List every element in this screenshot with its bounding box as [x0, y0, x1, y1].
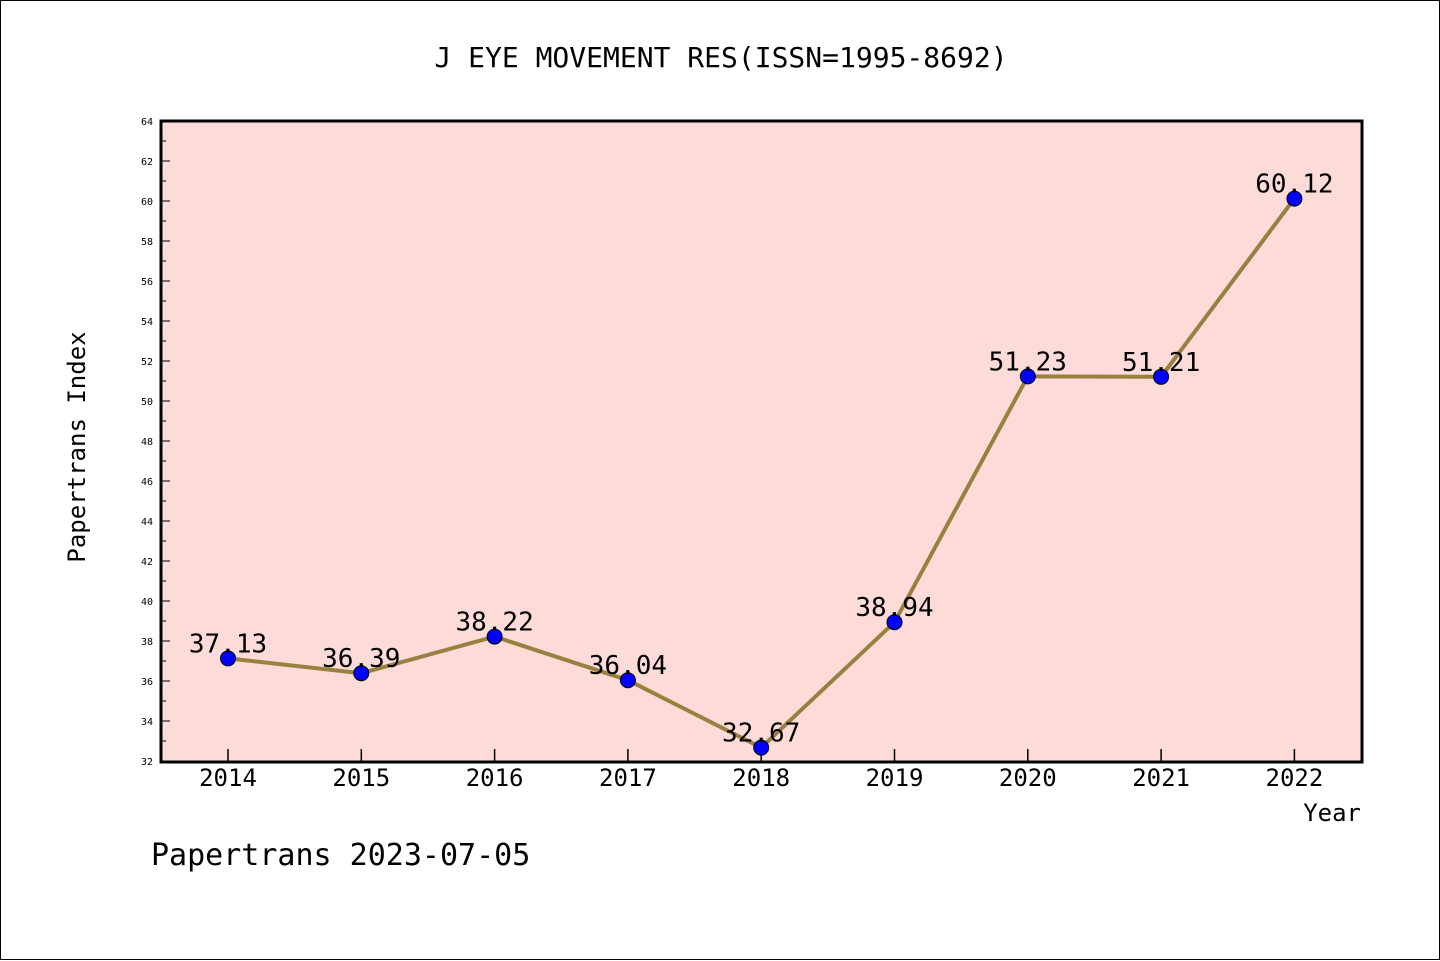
- data-point: [619, 672, 636, 689]
- x-tick-label: 2020: [999, 764, 1057, 792]
- y-tick-label: 58: [141, 237, 153, 248]
- data-point: [753, 739, 770, 756]
- y-tick-label: 62: [141, 157, 153, 168]
- data-label: 38.94: [855, 593, 933, 623]
- x-tick-label: 2022: [1266, 764, 1324, 792]
- x-axis-ticks: 2014 2015 2016 2017 2018 2019 2020 2021 2022: [199, 749, 1323, 792]
- y-tick-label: 40: [141, 597, 153, 608]
- data-point: [1019, 368, 1036, 385]
- data-label: 36.39: [322, 644, 400, 674]
- data-label: 32.67: [722, 719, 800, 749]
- y-tick-label: 34: [141, 717, 153, 728]
- x-tick-label: 2018: [732, 764, 790, 792]
- x-axis-title: Year: [1303, 799, 1361, 827]
- y-tick-label: 52: [141, 357, 153, 368]
- x-tick-label: 2014: [199, 764, 257, 792]
- x-tick-label: 2016: [466, 764, 524, 792]
- data-point: [353, 665, 370, 682]
- y-tick-label: 44: [141, 517, 153, 528]
- data-label: 36.04: [589, 651, 667, 681]
- data-point: [886, 614, 903, 631]
- y-tick-label: 46: [141, 477, 153, 488]
- y-tick-label: 50: [141, 397, 153, 408]
- data-label: 38.22: [455, 608, 533, 638]
- data-point: [1286, 190, 1303, 207]
- footer-text: Papertrans 2023-07-05: [151, 838, 530, 873]
- y-tick-label: 32: [141, 757, 153, 768]
- series-layer: 37.13 36.39 38.22 36.04 32.67 38.94 51.23 51.21…: [189, 170, 1334, 756]
- y-tick-label: 64: [141, 117, 153, 128]
- data-label: 60.12: [1255, 170, 1333, 200]
- y-tick-label: 36: [141, 677, 153, 688]
- x-tick-label: 2017: [599, 764, 657, 792]
- y-tick-label: 38: [141, 637, 153, 648]
- data-point: [220, 650, 236, 667]
- data-label: 51.21: [1122, 348, 1200, 378]
- data-label: 37.13: [189, 629, 267, 659]
- chart-title: J EYE MOVEMENT RES(ISSN=1995-8692): [434, 41, 1007, 74]
- plot-area: [159, 119, 1364, 764]
- x-tick-label: 2015: [332, 764, 390, 792]
- y-axis-title: Papertrans Index: [63, 331, 91, 562]
- data-point: [486, 628, 503, 645]
- y-tick-label: 48: [141, 437, 153, 448]
- data-label: 51.23: [989, 347, 1067, 377]
- y-axis-ticks: 32 34 36 38 40 42 44 46 48 50 52 54 56 58 60 62 64: [141, 117, 170, 768]
- x-tick-label: 2019: [866, 764, 924, 792]
- y-tick-label: 42: [141, 557, 153, 568]
- x-tick-label: 2021: [1132, 764, 1190, 792]
- data-point: [1153, 368, 1170, 385]
- y-tick-label: 54: [141, 317, 153, 328]
- y-tick-label: 60: [141, 197, 153, 208]
- y-tick-label: 56: [141, 277, 153, 288]
